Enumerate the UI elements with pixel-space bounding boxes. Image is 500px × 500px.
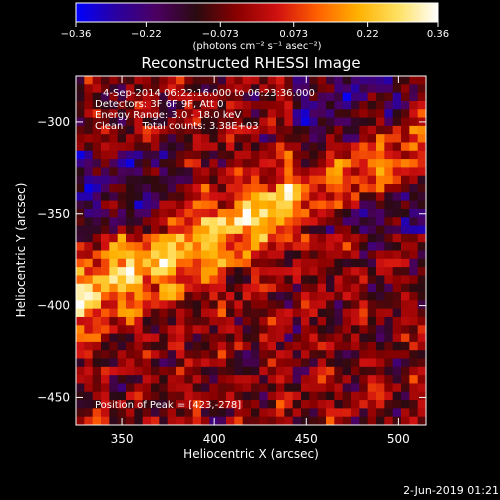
annotation-time-range: 4-Sep-2014 06:22:16.000 to 06:23:36.000 <box>103 88 315 99</box>
colorbar-tick-label: 0.36 <box>427 29 449 40</box>
annotation-peak-position: Position of Peak = [423,-278] <box>95 400 241 411</box>
y-axis-ticks: −300 −350 −400 −450 <box>37 115 426 404</box>
colorbar-tick-label: −0.36 <box>61 29 92 40</box>
colorbar-tick-label: 0.22 <box>356 29 378 40</box>
colorbar-ticks: −0.36 −0.22 −0.073 0.073 0.22 0.36 <box>61 22 449 40</box>
colorbar <box>75 2 439 23</box>
y-tick-label: −400 <box>37 299 70 313</box>
plot-frame <box>75 75 427 426</box>
y-tick-label: −350 <box>37 207 70 221</box>
annotation-clean-counts: Clean Total counts: 3.38E+03 <box>95 121 259 132</box>
footer-date: 2-Jun-2019 01:21 <box>403 484 499 497</box>
colorbar-tick-label: 0.073 <box>279 29 308 40</box>
annotation-detectors: Detectors: 3F 6F 9F, Att 0 <box>95 99 223 110</box>
y-tick-label: −450 <box>37 390 70 404</box>
x-tick-label: 400 <box>203 432 226 446</box>
chart-title: Reconstructed RHESSI Image <box>141 54 360 72</box>
x-tick-label: 500 <box>387 432 410 446</box>
annotation-energy-range: Energy Range: 3.0 - 18.0 keV <box>95 110 241 121</box>
y-axis-label: Heliocentric Y (arcsec) <box>14 183 28 318</box>
colorbar-unit-label: (photons cm⁻² s⁻¹ asec⁻²) <box>192 41 321 52</box>
x-tick-label: 350 <box>111 432 134 446</box>
heatmap-image <box>76 76 426 425</box>
colorbar-tick-label: −0.073 <box>202 29 239 40</box>
x-axis-ticks: 350 400 450 500 <box>111 76 410 446</box>
colorbar-tick-label: −0.22 <box>131 29 162 40</box>
y-tick-label: −300 <box>37 115 70 129</box>
x-tick-label: 450 <box>295 432 318 446</box>
x-axis-label: Heliocentric X (arcsec) <box>183 447 319 461</box>
